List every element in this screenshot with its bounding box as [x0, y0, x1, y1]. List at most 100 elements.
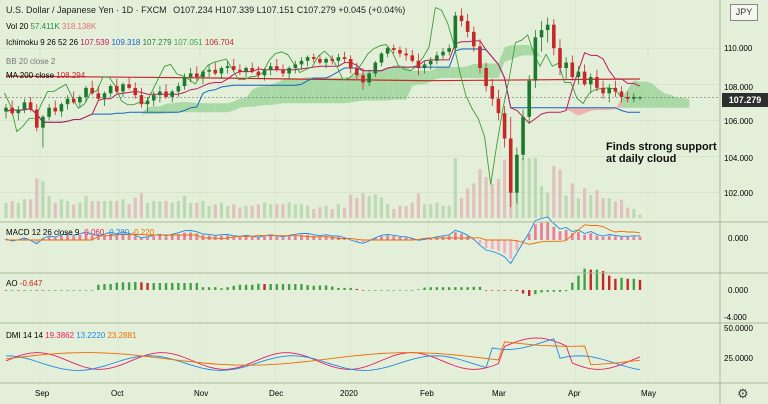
ao-bar [626, 278, 629, 290]
candle-body [53, 107, 58, 112]
ao-bar [66, 290, 69, 291]
ao-bar [577, 275, 580, 290]
ao-bar [214, 287, 217, 290]
volume-bar [176, 201, 180, 218]
volume-bar [182, 196, 187, 218]
candle-body [293, 64, 298, 69]
candle-body [398, 49, 402, 54]
tenkan-line [5, 40, 641, 124]
price-tick-106: 106.000 [724, 117, 753, 126]
ao-bar [232, 285, 235, 290]
ao-bar [404, 290, 408, 291]
candle-body [84, 87, 88, 97]
ao-bar [84, 290, 88, 291]
vol-legend[interactable]: Vol 20 57.411K 318.138K [6, 22, 96, 32]
volume-bar [619, 199, 624, 218]
adx-line [5, 341, 641, 366]
dmi-tick-50: 50.0000 [724, 324, 753, 333]
candle-body [90, 87, 94, 94]
candle-body [613, 87, 618, 92]
candle-body [281, 69, 285, 74]
macd-hist-bar [84, 233, 88, 240]
ao-bar [72, 290, 75, 291]
volume-bar [373, 194, 377, 218]
cloud-segment [683, 97, 690, 108]
cloud-segment [633, 80, 640, 108]
cloud-segment [326, 77, 333, 104]
candle-body [552, 24, 556, 49]
macd-tick-0: 0.000 [728, 234, 749, 243]
candle-body [22, 102, 27, 110]
candle-body [588, 77, 593, 85]
candlesticks[interactable] [0, 8, 720, 208]
macd-legend[interactable]: MACD 12 26 close 9 -0.060 -0.280 -0.220 [6, 228, 154, 238]
cloud-segment [381, 68, 388, 101]
dmi-pane[interactable] [5, 337, 641, 371]
volume-bar [145, 202, 150, 218]
ao-bar [300, 284, 303, 290]
price-tick-102: 102.000 [724, 189, 753, 198]
cloud-segment [461, 66, 468, 78]
volume-bar [318, 207, 322, 218]
volume-bar [96, 201, 100, 218]
candle-body [299, 60, 304, 65]
volume-bar [127, 204, 131, 218]
volume-bar [478, 169, 482, 218]
candle-body [515, 154, 519, 193]
ao-bar [386, 290, 389, 291]
volume-bar [287, 202, 291, 218]
ao-bar [564, 290, 568, 292]
volume-bar [632, 209, 636, 218]
candle-body [182, 77, 187, 87]
ao-bar [207, 287, 211, 290]
macd-hist-bar [564, 230, 568, 240]
cloud-segment [276, 79, 283, 105]
dmi-legend[interactable]: DMI 14 14 19.3862 13.2220 23.2881 [6, 331, 136, 341]
volume-bar [422, 204, 427, 218]
ao-bar [367, 290, 371, 291]
volume-bar [386, 203, 390, 218]
ao-legend[interactable]: AO -0.647 [6, 279, 42, 289]
volume-bar [459, 198, 464, 218]
macd-hist-bar [626, 237, 630, 240]
ichimoku-v3: 107.051 [173, 38, 203, 47]
ao-bar [392, 290, 395, 291]
candle-body [324, 58, 328, 63]
candle-body [564, 62, 568, 69]
macd-hist-bar [355, 240, 359, 242]
candle-body [441, 51, 445, 56]
candle-body [576, 71, 581, 78]
cloud-segment [252, 86, 259, 107]
ao-pane[interactable] [4, 268, 642, 296]
ao-bar [447, 287, 451, 290]
macd-hist-bar [59, 236, 63, 240]
ao-bar [558, 290, 562, 292]
macd-hist-bar [632, 236, 636, 240]
macd-hist-bar [490, 240, 494, 250]
bb-legend[interactable]: BB 20 close 2 [6, 57, 55, 67]
macd-hist-bar [78, 235, 82, 240]
ichimoku-v0: 107.539 [80, 38, 110, 47]
ao-bar [552, 290, 556, 292]
ichimoku-legend[interactable]: Ichimoku 9 26 52 26 107.539 109.318 107.… [6, 38, 234, 48]
macd-v0: -0.060 [81, 228, 105, 237]
cloud-segment [221, 103, 228, 113]
ao-bar [90, 290, 94, 291]
kijun-line [5, 48, 640, 123]
volume-bar [607, 198, 611, 218]
candle-body [465, 21, 470, 32]
volume-bar [312, 209, 316, 218]
macd-hist-bar [300, 234, 303, 240]
macd-hist-bar [620, 237, 623, 240]
cloud-segment [615, 98, 622, 110]
ma-legend[interactable]: MA 200 close 108.294 [6, 71, 85, 81]
macd-hist-bar [23, 238, 26, 240]
currency-selector[interactable]: JPY [730, 4, 758, 21]
gear-icon[interactable]: ⚙ [737, 386, 749, 401]
ao-bar [109, 284, 112, 290]
candle-body [47, 107, 51, 117]
candle-body [213, 69, 218, 74]
ao-bar [620, 277, 623, 290]
